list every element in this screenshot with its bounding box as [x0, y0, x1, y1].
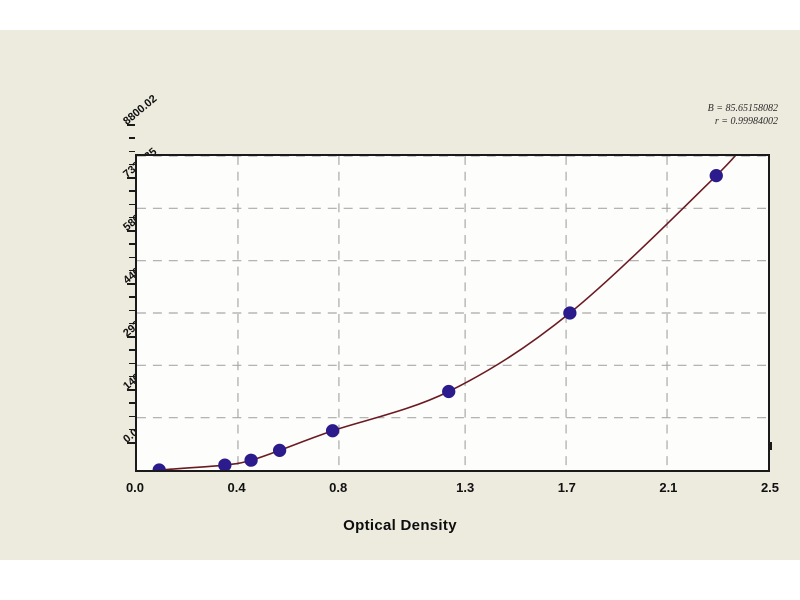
y-tickmark-minor [129, 375, 135, 378]
y-tickmark-minor [129, 203, 135, 205]
y-tickmark-minor [129, 428, 135, 431]
y-tickmark-major [127, 230, 135, 232]
y-tickmark-major [127, 283, 135, 285]
data-point [442, 384, 456, 399]
y-tickmark-minor [129, 163, 135, 166]
data-point [325, 424, 340, 438]
y-tick-label: 2933.34 [121, 305, 159, 340]
plot-canvas [137, 156, 768, 470]
x-tick-label: 2.1 [659, 480, 678, 495]
y-tick-label: 7333.35 [121, 146, 159, 181]
x-tick-label: 0.0 [125, 480, 145, 495]
y-tick-label: 5866.68 [121, 199, 159, 234]
y-tickmark-minor [129, 137, 135, 139]
data-point [709, 169, 723, 183]
annotation-line-b: B = 85.65158082 [707, 103, 778, 114]
data-point [272, 443, 287, 457]
plot-area [135, 154, 770, 472]
x-tick-label: 2.5 [760, 480, 780, 495]
y-tickmark-minor [129, 269, 135, 272]
y-tickmark-minor [129, 296, 135, 298]
data-point [244, 453, 258, 467]
y-tickmark-minor [129, 216, 135, 219]
x-tick-label: 1.3 [456, 480, 475, 495]
y-tickmark-minor [129, 402, 135, 404]
y-tickmark-minor [129, 243, 135, 245]
y-tick-label: 1466.67 [121, 358, 159, 393]
y-tick-label: 8800.02 [121, 92, 160, 128]
y-tickmark-minor [129, 349, 135, 351]
data-point [152, 463, 166, 470]
y-tickmark-minor [129, 415, 135, 417]
y-tickmark-minor [129, 190, 135, 192]
y-tickmark-minor [129, 322, 135, 325]
x-axis-title: Optical Density [343, 517, 457, 534]
x-tickmark-major [770, 442, 772, 450]
annotation-line-r: r = 0.99984002 [714, 116, 778, 127]
y-tickmark-major [127, 442, 135, 444]
x-tick-label: 1.7 [557, 480, 576, 495]
y-tickmark-major [127, 177, 135, 179]
y-tickmark-minor [129, 256, 135, 258]
y-tick-label: 0.00 [121, 422, 146, 446]
y-tickmark-minor [129, 309, 135, 311]
y-tickmark-major [127, 124, 135, 126]
data-point [563, 306, 577, 320]
fitted-curve [159, 156, 737, 470]
figure-canvas: B = 85.65158082 r = 0.99984002 Human NRG… [0, 30, 800, 560]
y-tickmark-major [127, 336, 135, 338]
y-tick-label: 4400.01 [121, 252, 159, 287]
x-tick-label: 0.4 [227, 480, 246, 495]
x-tick-label: 0.8 [329, 480, 348, 495]
data-point [218, 458, 232, 470]
y-tickmark-major [127, 389, 135, 391]
y-tickmark-minor [129, 150, 135, 152]
fit-annotation: B = 85.65158082 r = 0.99984002 [708, 102, 778, 128]
y-tickmark-minor [129, 362, 135, 364]
